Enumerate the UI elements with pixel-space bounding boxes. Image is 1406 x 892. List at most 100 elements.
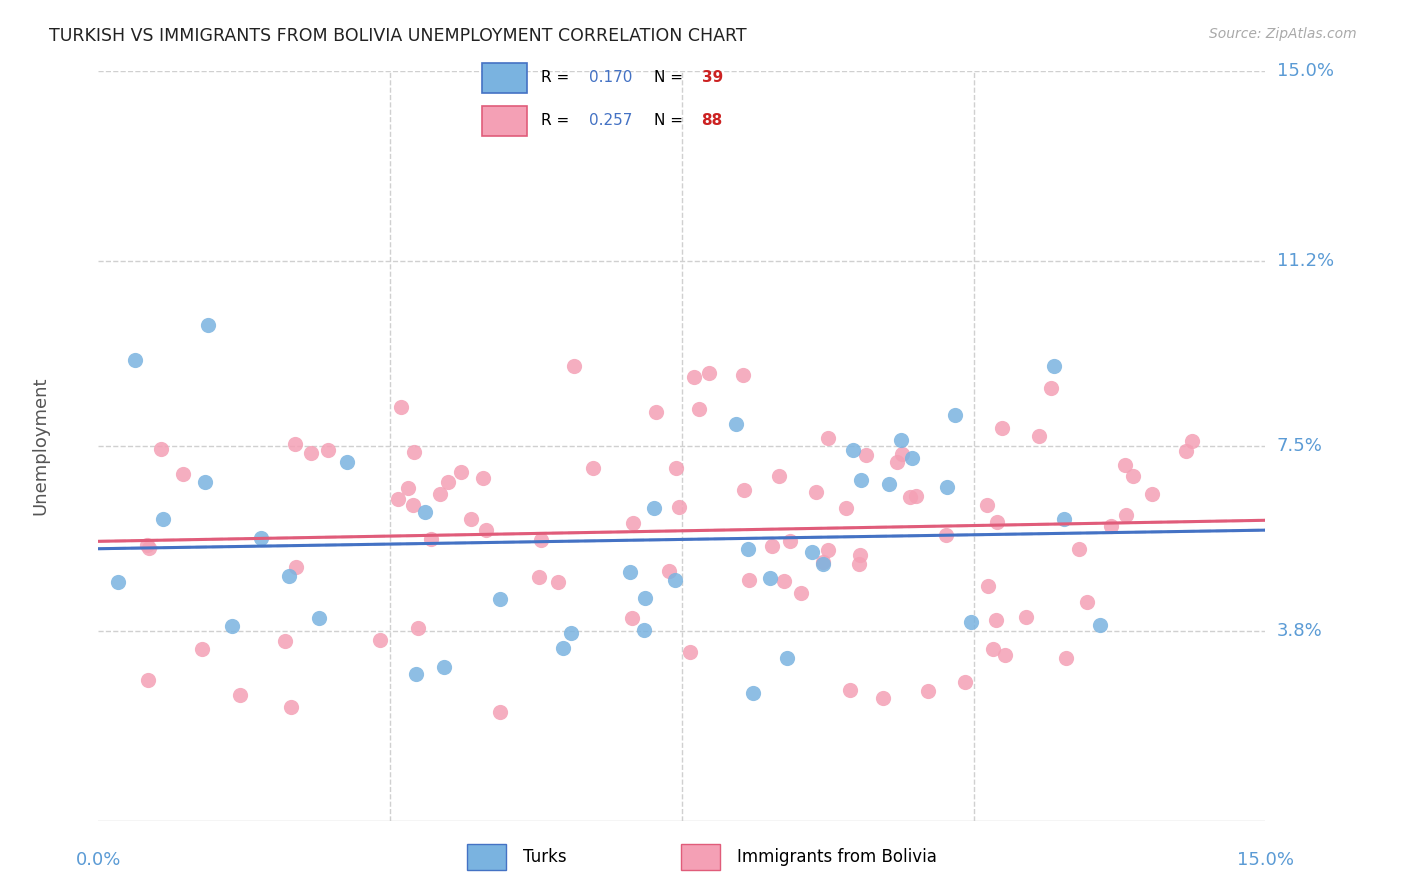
Point [855, 449, 877, 463]
Point [368, 632, 391, 647]
Point [772, 574, 794, 588]
Point [733, 483, 755, 498]
Point [250, 532, 273, 546]
Point [901, 451, 924, 466]
Point [389, 401, 412, 415]
Point [429, 487, 451, 501]
Point [733, 368, 755, 382]
Point [679, 644, 702, 658]
Bar [482, 63, 527, 93]
Point [905, 489, 928, 503]
Point [197, 318, 219, 332]
Point [633, 623, 655, 637]
Point [560, 626, 582, 640]
Point [172, 467, 194, 482]
Point [890, 433, 912, 447]
Point [138, 541, 160, 555]
Point [402, 444, 425, 458]
Point [834, 500, 856, 515]
Point [658, 564, 681, 578]
Text: N =: N = [654, 70, 688, 86]
Point [1122, 468, 1144, 483]
Point [529, 533, 551, 547]
Point [977, 579, 1000, 593]
Point [551, 640, 574, 655]
Point [634, 591, 657, 605]
Text: 88: 88 [702, 113, 723, 128]
Point [761, 539, 783, 553]
Point [817, 543, 839, 558]
Point [107, 574, 129, 589]
Point [1181, 434, 1204, 449]
Point [877, 477, 900, 491]
Text: 39: 39 [702, 70, 723, 86]
Point [990, 421, 1012, 435]
Point [433, 660, 456, 674]
Point [768, 469, 790, 483]
Point [420, 533, 443, 547]
Point [1175, 444, 1198, 458]
Point [1067, 542, 1090, 557]
Point [620, 611, 643, 625]
Text: N =: N = [654, 113, 688, 128]
Point [1052, 512, 1074, 526]
Point [1114, 458, 1136, 473]
Point [278, 569, 301, 583]
Point [405, 666, 427, 681]
Point [898, 490, 921, 504]
Point [800, 545, 823, 559]
Point [872, 691, 894, 706]
Point [645, 404, 668, 418]
Bar [681, 844, 720, 871]
Point [623, 516, 645, 531]
Point [779, 534, 801, 549]
Point [284, 437, 307, 451]
Point [1054, 650, 1077, 665]
Point [839, 683, 862, 698]
Point [943, 408, 966, 422]
Point [413, 505, 436, 519]
Point [471, 471, 494, 485]
Point [811, 558, 834, 572]
Point [742, 686, 765, 700]
Point [688, 402, 710, 417]
Point [976, 498, 998, 512]
Point [849, 473, 872, 487]
Point [984, 613, 1007, 627]
Point [1090, 618, 1112, 632]
Point [562, 359, 585, 373]
Bar [482, 106, 527, 136]
Point [890, 447, 912, 461]
Point [936, 480, 959, 494]
Point [475, 524, 498, 538]
Point [1140, 486, 1163, 500]
Point [960, 615, 983, 630]
Point [817, 431, 839, 445]
Point [191, 642, 214, 657]
Point [529, 570, 551, 584]
Point [1099, 518, 1122, 533]
Point [981, 641, 1004, 656]
Text: Unemployment: Unemployment [31, 376, 49, 516]
Point [402, 498, 425, 512]
Point [917, 684, 939, 698]
Text: Immigrants from Bolivia: Immigrants from Bolivia [737, 848, 936, 866]
Point [849, 548, 872, 562]
Point [450, 466, 472, 480]
Text: R =: R = [541, 70, 575, 86]
Point [136, 673, 159, 688]
Point [758, 570, 780, 584]
Point [848, 557, 870, 571]
Point [724, 417, 747, 431]
Text: R =: R = [541, 113, 575, 128]
Point [228, 688, 250, 702]
Point [284, 560, 307, 574]
Point [124, 353, 146, 368]
Point [308, 611, 330, 625]
Point [387, 491, 409, 506]
Point [396, 481, 419, 495]
Text: 7.5%: 7.5% [1277, 437, 1323, 455]
Point [194, 475, 217, 489]
Point [994, 648, 1017, 662]
Point [697, 366, 720, 380]
